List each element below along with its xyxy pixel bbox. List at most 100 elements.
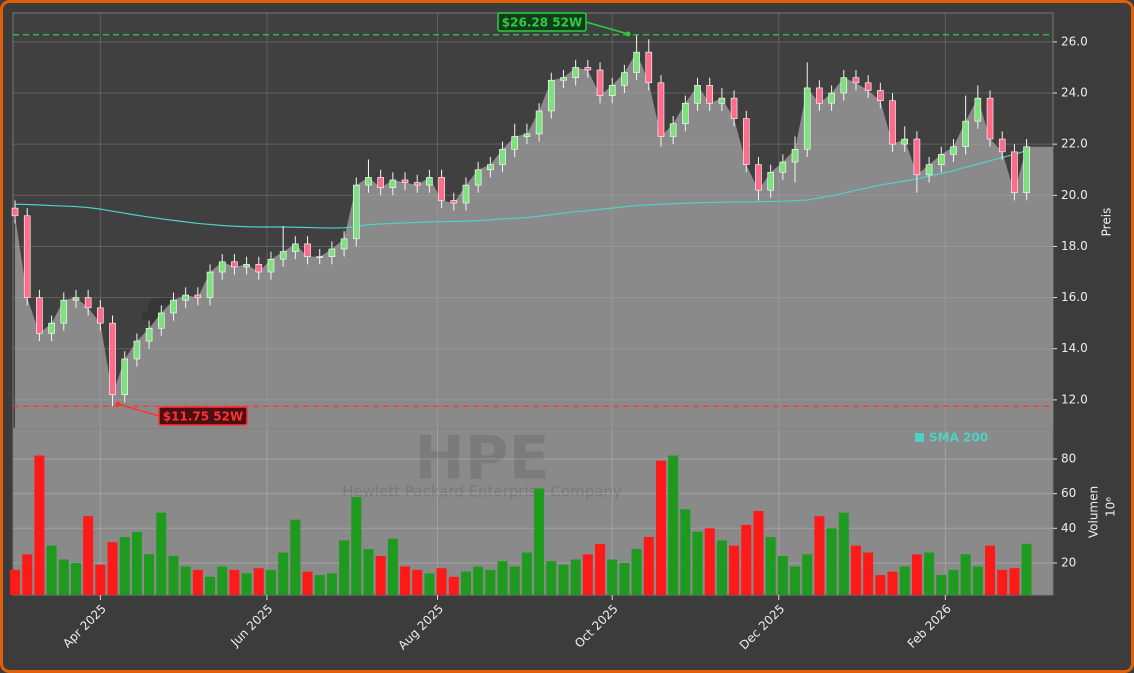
candle-body (145, 327, 153, 342)
y-tick-label: 80 (1061, 452, 1076, 466)
candle-body (304, 243, 311, 257)
volume-bar (253, 568, 264, 595)
volume-bar (119, 536, 130, 595)
volume-bar (217, 566, 228, 595)
candle-body (97, 307, 104, 324)
volume-bar (363, 549, 374, 595)
candle-body (852, 77, 860, 84)
candle-body (389, 179, 397, 188)
volume-bar (326, 573, 337, 595)
candle-body (121, 358, 129, 396)
legend-swatch (915, 433, 924, 442)
candle-body (572, 67, 579, 78)
volume-bar (534, 488, 545, 595)
volume-bar (351, 497, 362, 595)
candle-body (730, 97, 738, 119)
volume-bar (95, 564, 106, 595)
candle-body (621, 72, 628, 86)
candle-body (243, 264, 250, 268)
volume-bar (692, 531, 703, 595)
volume-bar (595, 543, 606, 595)
candle-body (157, 312, 165, 329)
annotation-arrow-head (625, 31, 631, 37)
candle-body (523, 133, 531, 137)
volume-bar (473, 566, 484, 595)
volume-bar (655, 460, 666, 595)
y-tick-label: 12.0 (1061, 392, 1088, 406)
candle-body (462, 184, 470, 204)
candle-body (974, 97, 982, 122)
volume-bar (716, 540, 727, 595)
candle-body (755, 164, 762, 191)
candle-body (864, 82, 872, 91)
volume-bar (387, 538, 398, 595)
volume-bar (58, 559, 69, 595)
volume-bar (400, 566, 411, 595)
volume-bar (241, 573, 252, 595)
candle-body (1023, 146, 1030, 194)
volume-bar (558, 564, 569, 595)
candle-body (328, 248, 336, 257)
volume-bar (290, 519, 301, 595)
volume-bar (607, 559, 618, 595)
volume-bar (192, 569, 203, 595)
volume-bar (765, 536, 776, 595)
candle-body (340, 238, 348, 250)
volume-bar (911, 554, 922, 595)
volume-bar (144, 554, 155, 595)
volume-bar (302, 571, 313, 595)
volume-bar (485, 569, 496, 595)
candle-body (669, 123, 677, 137)
price-area (15, 52, 1053, 428)
candle-body (48, 322, 55, 334)
volume-bar (70, 562, 81, 595)
candle-body (950, 146, 957, 155)
volume-bar (631, 549, 642, 595)
volume-bar (156, 512, 167, 595)
volume-bar (509, 566, 520, 595)
candle-body (998, 138, 1006, 153)
candle-body (267, 258, 275, 273)
volume-bar (729, 545, 740, 595)
candle-body (608, 85, 616, 96)
annotation-arrow (117, 403, 160, 417)
volume-bar (668, 455, 679, 595)
volume-bar (960, 554, 971, 595)
candle-body (889, 100, 896, 145)
watermark-ticker: HPE (414, 424, 549, 494)
annotation-arrow-head (115, 401, 121, 407)
volume-bar (448, 576, 459, 595)
candle-body (547, 79, 555, 112)
candle-body (84, 297, 92, 309)
volume-bar (1009, 568, 1020, 595)
candle-body (352, 184, 360, 240)
volume-bar (168, 556, 179, 595)
watermark-company: Hewlett Packard Enterprise Company (342, 483, 622, 501)
volume-bar (777, 556, 788, 595)
volume-bar (802, 554, 813, 595)
candle-body (218, 261, 226, 273)
candle-body (596, 69, 604, 96)
volume-bar (863, 552, 874, 595)
candle-body (706, 85, 714, 104)
volume-bar (180, 566, 191, 595)
candle-body (633, 51, 640, 73)
volume-bar (314, 575, 325, 595)
candle-body (877, 90, 884, 102)
volume-bar (436, 568, 447, 595)
volume-bar (375, 556, 386, 595)
volume-bar (899, 566, 910, 595)
y-tick-label: 26.0 (1061, 34, 1088, 48)
y-tick-label: 16.0 (1061, 290, 1088, 304)
annotation-arrow (585, 21, 629, 35)
y-tick-label: 20 (1061, 555, 1076, 569)
volume-bar (924, 552, 935, 595)
volume-bar (850, 545, 861, 595)
y-tick-label: 22.0 (1061, 137, 1088, 151)
y-tick-label: 60 (1061, 486, 1076, 500)
candle-body (72, 297, 80, 301)
volume-bar (546, 561, 557, 595)
candle-body (377, 177, 384, 188)
